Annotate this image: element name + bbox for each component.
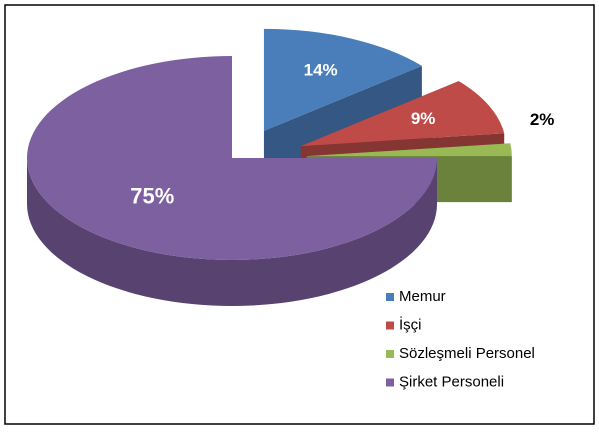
legend-label: Sözleşmeli Personel bbox=[399, 345, 535, 362]
legend-label: Şirket Personeli bbox=[399, 373, 504, 390]
slice bbox=[300, 81, 505, 147]
slice bbox=[306, 143, 512, 157]
legend-swatch bbox=[386, 378, 394, 387]
legend-swatch bbox=[386, 321, 394, 330]
data-label: 2% bbox=[530, 110, 555, 129]
data-label: 75% bbox=[130, 183, 174, 208]
legend-swatch bbox=[386, 350, 394, 358]
legend-swatch bbox=[386, 293, 394, 301]
data-label: 14% bbox=[304, 60, 338, 79]
slice bbox=[27, 56, 437, 260]
data-label: 9% bbox=[411, 109, 436, 128]
legend-label: İşçi bbox=[399, 315, 422, 333]
slice-wall bbox=[27, 158, 437, 306]
slice bbox=[263, 28, 422, 131]
legend-label: Memur bbox=[399, 288, 446, 305]
